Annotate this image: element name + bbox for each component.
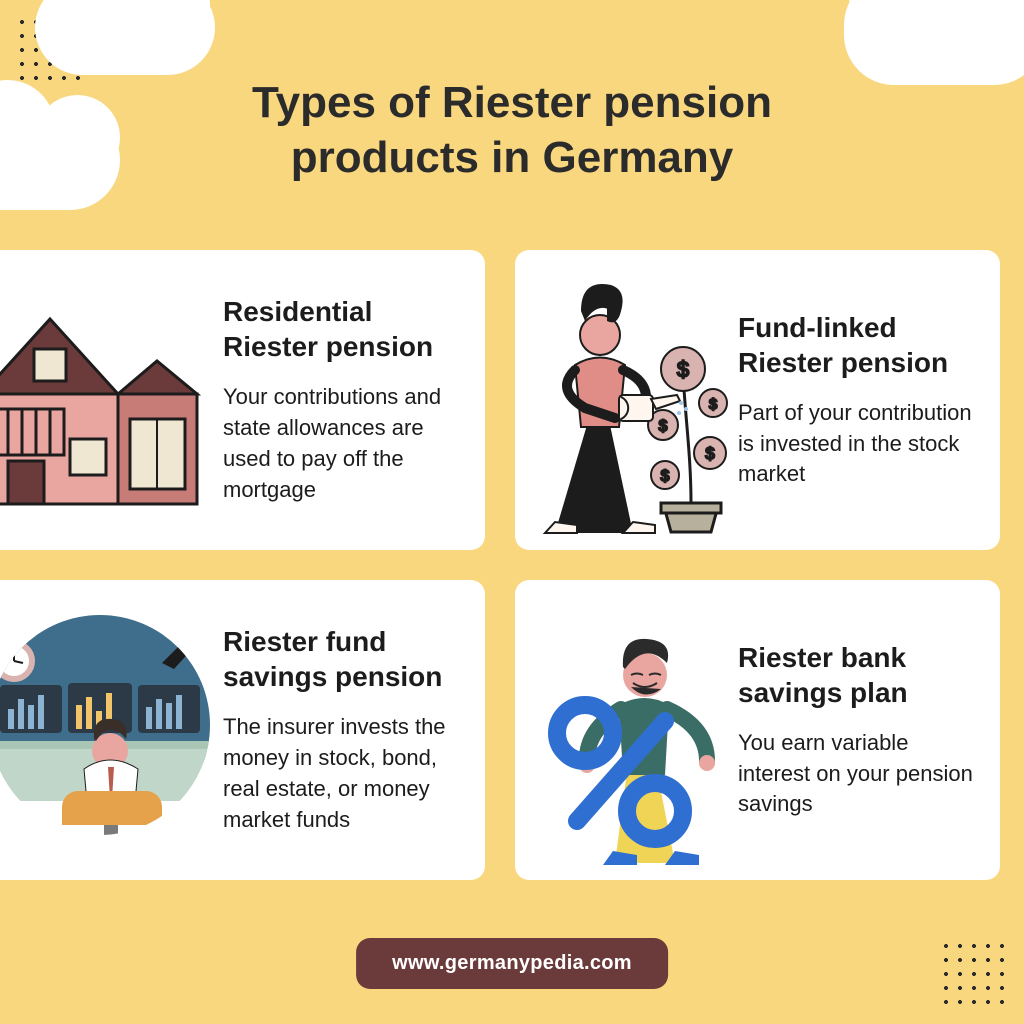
house-illustration — [0, 265, 215, 535]
card-desc: The insurer invests the money in stock, … — [223, 712, 461, 835]
svg-text:$: $ — [661, 468, 670, 485]
card-title: Riester bank savings plan — [738, 640, 976, 710]
card-bank-savings: Riester bank savings plan You earn varia… — [515, 580, 1000, 880]
footer-url: www.germanypedia.com — [356, 938, 668, 989]
dots-decor-bottom-right — [939, 939, 1009, 1009]
card-residential: Residential Riester pension Your contrib… — [0, 250, 485, 550]
card-desc: Your contributions and state allowances … — [223, 382, 461, 505]
cards-grid: Residential Riester pension Your contrib… — [0, 250, 1024, 880]
card-desc: You earn variable interest on your pensi… — [738, 728, 976, 820]
svg-text:$: $ — [709, 396, 718, 413]
cloud-decor — [844, 0, 1024, 85]
card-title: Riester fund savings pension — [223, 624, 461, 694]
cloud-decor — [35, 0, 215, 75]
card-desc: Part of your contribution is invested in… — [738, 398, 976, 490]
page-title: Types of Riester pension products in Ger… — [162, 75, 862, 185]
card-title: Fund-linked Riester pension — [738, 310, 976, 380]
card-title: Residential Riester pension — [223, 294, 461, 364]
svg-text:$: $ — [659, 418, 668, 435]
percent-person-illustration — [515, 595, 730, 865]
card-fund-linked: $ $ $ $ $ — [515, 250, 1000, 550]
trader-desk-illustration — [0, 595, 215, 865]
watering-plant-illustration: $ $ $ $ $ — [515, 265, 730, 535]
card-fund-savings: Riester fund savings pension The insurer… — [0, 580, 485, 880]
cloud-decor — [0, 110, 120, 210]
svg-text:$: $ — [677, 357, 689, 382]
svg-text:$: $ — [705, 444, 715, 463]
